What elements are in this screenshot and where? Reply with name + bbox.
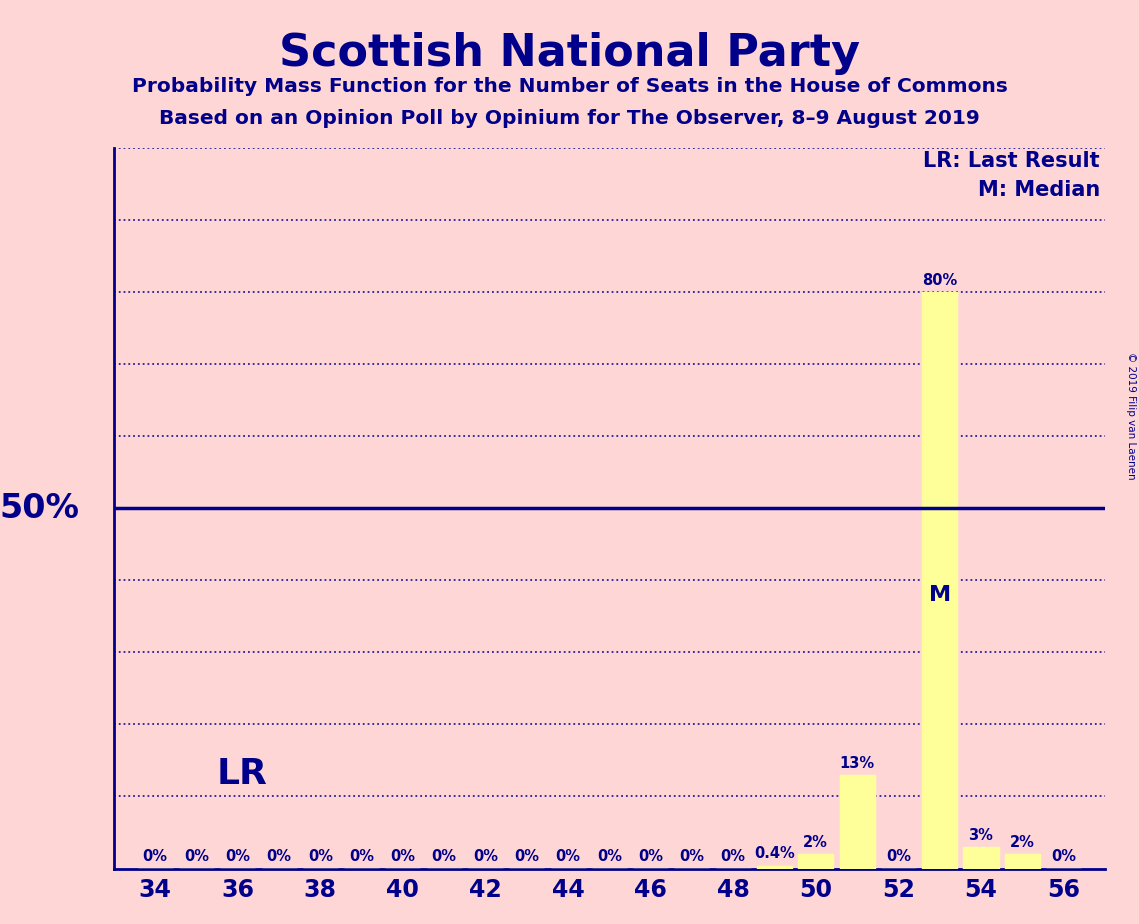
Text: Scottish National Party: Scottish National Party: [279, 32, 860, 76]
Text: 0%: 0%: [308, 849, 333, 864]
Text: 3%: 3%: [968, 828, 993, 843]
Text: 2%: 2%: [1010, 834, 1034, 850]
Bar: [839, 775, 875, 869]
Bar: [923, 292, 957, 869]
Text: 0.4%: 0.4%: [754, 846, 795, 861]
Bar: [757, 866, 792, 869]
Text: M: Median: M: Median: [977, 180, 1100, 201]
Text: 0%: 0%: [597, 849, 622, 864]
Text: Based on an Opinion Poll by Opinium for The Observer, 8–9 August 2019: Based on an Opinion Poll by Opinium for …: [159, 109, 980, 128]
Text: 0%: 0%: [680, 849, 704, 864]
Text: 0%: 0%: [515, 849, 539, 864]
Text: 0%: 0%: [473, 849, 498, 864]
Bar: [798, 854, 834, 869]
Text: 0%: 0%: [638, 849, 663, 864]
Bar: [1005, 854, 1040, 869]
Text: LR: LR: [218, 757, 268, 791]
Text: 80%: 80%: [923, 273, 957, 287]
Text: 0%: 0%: [142, 849, 167, 864]
Text: 0%: 0%: [185, 849, 208, 864]
Text: LR: Last Result: LR: Last Result: [924, 152, 1100, 172]
Text: 0%: 0%: [350, 849, 374, 864]
Text: 13%: 13%: [839, 756, 875, 771]
Bar: [964, 847, 999, 869]
Text: 0%: 0%: [267, 849, 292, 864]
Text: 0%: 0%: [556, 849, 581, 864]
Text: 0%: 0%: [1051, 849, 1076, 864]
Text: 50%: 50%: [0, 492, 80, 525]
Text: 2%: 2%: [803, 834, 828, 850]
Text: 0%: 0%: [721, 849, 746, 864]
Text: Probability Mass Function for the Number of Seats in the House of Commons: Probability Mass Function for the Number…: [132, 77, 1007, 96]
Text: 0%: 0%: [391, 849, 416, 864]
Text: 0%: 0%: [886, 849, 911, 864]
Text: 0%: 0%: [226, 849, 251, 864]
Text: © 2019 Filip van Laenen: © 2019 Filip van Laenen: [1126, 352, 1136, 480]
Text: M: M: [928, 585, 951, 604]
Text: 0%: 0%: [432, 849, 457, 864]
